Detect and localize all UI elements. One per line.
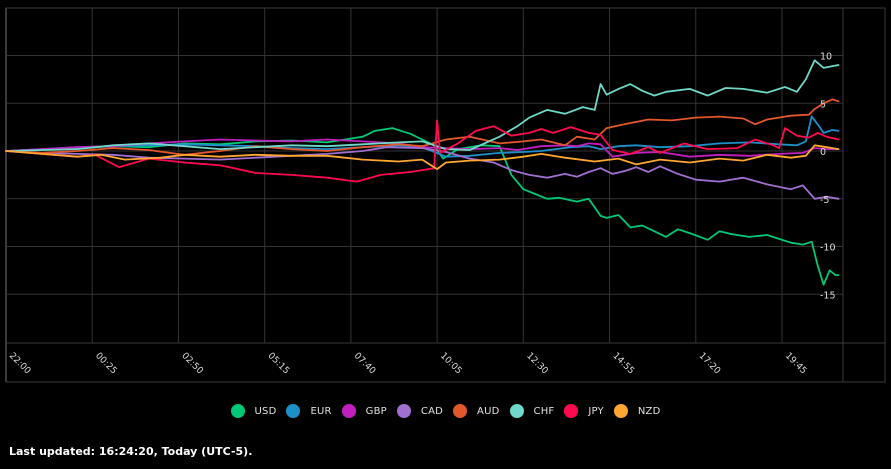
legend-item-jpy[interactable]: JPY [564,404,604,418]
legend-item-usd[interactable]: USD [230,404,277,418]
y-axis: 10 5 0 -5 -10 -15 [820,52,836,302]
series-line-cad [5,146,840,200]
legend-swatch-icon [613,404,628,418]
last-updated-text: Last updated: 16:24:20, Today (UTC-5). [9,445,253,458]
x-tick-label: 10:05 [438,351,463,376]
x-axis: 22:00 00:25 02:50 05:15 07:40 10:05 12:30 14:55… [7,351,808,377]
legend-label: JPY [588,405,604,417]
legend-label: USD [254,405,277,417]
x-tick-label: 19:45 [783,351,808,376]
series-line-jpy [5,119,840,183]
legend-swatch-icon [230,404,245,418]
legend-swatch-icon [564,404,579,418]
x-tick-label: 22:00 [7,351,33,377]
legend-label: NZD [637,405,661,417]
y-tick-label: 5 [820,99,826,110]
chart-legend: USD EUR GBP CAD AUD CHF JPY NZD [0,400,891,422]
x-tick-label: 05:15 [266,351,291,376]
legend-item-gbp[interactable]: GBP [341,404,387,418]
y-tick-label: -15 [820,290,836,301]
y-tick-label: 10 [820,52,832,63]
legend-label: AUD [477,405,500,417]
chart-grid [5,7,886,383]
legend-swatch-icon [509,404,524,418]
series-line-gbp [5,138,840,158]
legend-swatch-icon [341,404,356,418]
currency-strength-chart: 10 5 0 -5 -10 -15 22:00 00:25 02:50 05:15 07:40 10… [5,7,886,383]
x-tick-label: 00:25 [93,351,118,376]
x-tick-label: 12:30 [524,351,550,377]
y-tick-label: -5 [820,195,829,206]
legend-swatch-icon [453,404,468,418]
legend-swatch-icon [286,404,301,418]
series-line-usd [5,127,840,286]
legend-label: EUR [310,405,332,417]
legend-item-eur[interactable]: EUR [286,404,331,418]
x-tick-label: 02:50 [179,351,205,377]
y-tick-label: -10 [820,243,836,254]
legend-item-chf[interactable]: CHF [509,404,555,418]
legend-item-cad[interactable]: CAD [396,404,444,418]
series-line-aud [5,98,840,156]
legend-label: GBP [365,405,387,417]
chart-frame [5,7,886,383]
x-tick-label: 17:20 [697,351,723,377]
series-line-chf [5,59,840,152]
legend-label: CAD [420,405,444,417]
series-line-nzd [5,144,840,171]
x-tick-label: 14:55 [610,351,635,376]
legend-item-aud[interactable]: AUD [453,404,499,418]
legend-label: CHF [533,405,555,417]
y-tick-label: 0 [820,147,826,158]
series-line-eur [5,115,840,158]
legend-item-nzd[interactable]: NZD [613,404,661,418]
x-tick-label: 07:40 [352,351,378,377]
chart-series [5,59,840,286]
legend-swatch-icon [396,404,411,418]
